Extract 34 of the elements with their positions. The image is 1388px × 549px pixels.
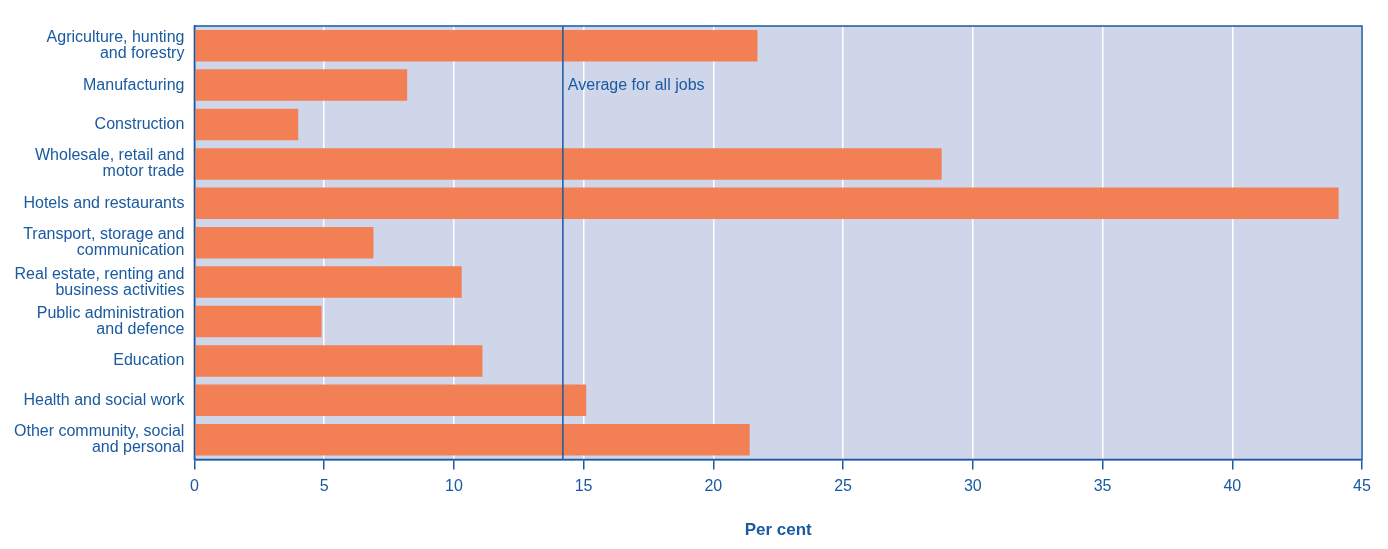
x-tick-label: 15 bbox=[574, 477, 593, 495]
bar bbox=[195, 148, 942, 180]
ref-line-label: Average for all jobs bbox=[567, 75, 705, 93]
bar bbox=[195, 187, 1339, 220]
bar bbox=[195, 384, 587, 417]
x-tick-label: 45 bbox=[1353, 477, 1371, 495]
y-tick-label: Hotels and restaurants bbox=[23, 193, 185, 211]
y-tick-label: Construction bbox=[94, 114, 185, 132]
y-tick-label: Other community, social and personal bbox=[14, 422, 185, 456]
bar bbox=[195, 266, 462, 298]
bar bbox=[195, 423, 750, 456]
x-tick-label: 5 bbox=[319, 477, 329, 495]
x-axis-title: Per cent bbox=[744, 520, 813, 540]
y-tick-label: Agriculture, hunting and forestry bbox=[46, 28, 185, 62]
x-tick-label: 40 bbox=[1223, 477, 1242, 495]
y-tick-label: Education bbox=[113, 351, 185, 369]
y-tick-label: Public administration and defence bbox=[36, 303, 185, 337]
y-tick-label: Manufacturing bbox=[83, 75, 185, 93]
bar bbox=[195, 345, 483, 377]
bar bbox=[195, 29, 758, 62]
x-tick-label: 10 bbox=[444, 477, 463, 495]
x-tick-label: 35 bbox=[1093, 477, 1112, 495]
bar bbox=[195, 108, 299, 141]
y-tick-label: Transport, storage and communication bbox=[23, 225, 185, 259]
x-tick-label: 30 bbox=[963, 477, 982, 495]
y-tick-label: Wholesale, retail and motor trade bbox=[35, 146, 185, 180]
x-tick-label: 25 bbox=[834, 477, 853, 495]
y-tick-label: Real estate, renting and business activities bbox=[14, 264, 185, 298]
y-tick-label: Health and social work bbox=[23, 390, 186, 408]
x-tick-label: 20 bbox=[704, 477, 723, 495]
bar bbox=[195, 305, 322, 338]
bar bbox=[195, 226, 374, 259]
x-tick-label: 0 bbox=[189, 477, 199, 495]
bar bbox=[195, 69, 408, 101]
